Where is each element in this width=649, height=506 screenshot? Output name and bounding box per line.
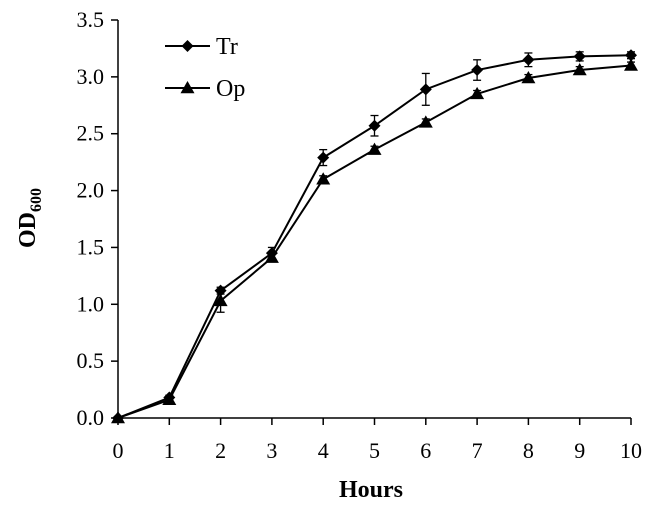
data-point (162, 392, 177, 406)
legend-label-op: Op (216, 76, 245, 102)
data-point (522, 53, 535, 66)
data-point (264, 250, 279, 263)
x-tick-label: 10 (620, 438, 642, 463)
data-point (111, 411, 125, 424)
x-tick-label: 4 (318, 438, 329, 463)
y-tick-label: 3.0 (77, 64, 105, 89)
y-tick-label: 0.0 (77, 405, 105, 430)
legend-label-tr: Tr (216, 34, 238, 60)
data-point (316, 172, 331, 185)
x-tick-label: 3 (266, 438, 277, 463)
x-tick-label: 2 (215, 438, 226, 463)
y-tick-label: 2.0 (77, 178, 105, 203)
data-point (521, 70, 536, 84)
data-point (470, 86, 485, 100)
y-tick-label: 1.5 (77, 234, 105, 259)
x-tick-label: 6 (420, 438, 431, 463)
y-axis-title: OD600 (15, 188, 45, 248)
series-op (111, 58, 638, 424)
data-point (213, 293, 228, 307)
data-point (418, 115, 433, 128)
data-point (573, 50, 586, 63)
data-point (317, 151, 330, 164)
data-point (367, 142, 382, 155)
y-tick-label: 1.0 (77, 291, 105, 316)
series-tr (112, 49, 637, 424)
x-tick-label: 8 (523, 438, 534, 463)
series-line (117, 54, 632, 419)
data-point (368, 119, 381, 132)
y-tick-label: 0.5 (77, 348, 105, 373)
series-layer (111, 49, 638, 424)
y-tick-label: 2.5 (77, 121, 105, 146)
x-axis-title: Hours (339, 477, 403, 503)
axes: 0.0 0.5 1.0 1.5 2.0 2.5 3.0 3.5 0 1 2 3 4 5 6 7 8 9 10 (77, 7, 643, 463)
x-tick-label: 5 (369, 438, 380, 463)
legend-marker-op (180, 81, 195, 94)
legend: Tr Op (165, 34, 245, 102)
data-point (572, 63, 587, 76)
x-tick-label: 0 (113, 438, 124, 463)
y-tick-label: 3.5 (77, 7, 105, 32)
x-tick-label: 9 (574, 438, 585, 463)
x-tick-label: 1 (164, 438, 175, 463)
data-point (625, 49, 637, 62)
data-point (624, 58, 638, 71)
data-point (471, 64, 484, 77)
x-tick-label: 7 (472, 438, 483, 463)
legend-marker-tr (181, 40, 194, 52)
data-point (419, 83, 432, 96)
